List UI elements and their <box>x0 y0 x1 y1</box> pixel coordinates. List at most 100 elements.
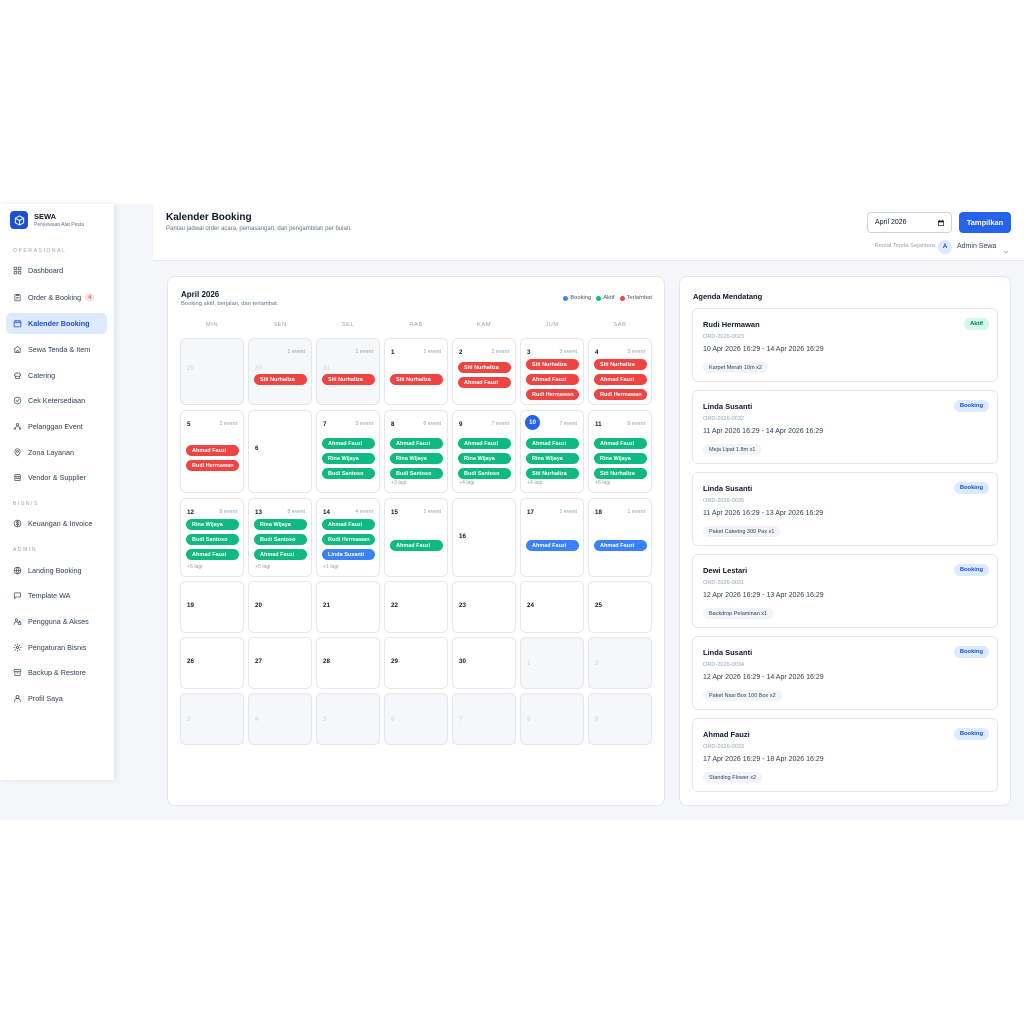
event-pill-aktif[interactable]: Siti Nurhaliza <box>526 468 579 479</box>
event-pill-aktif[interactable]: Ahmad Fauzi <box>526 438 579 449</box>
sidebar-item-pelanggan-event[interactable]: Pelanggan Event <box>6 416 107 437</box>
event-pill-terlambat[interactable]: Rudi Hermawan <box>526 389 579 400</box>
day-cell[interactable]: 10 7 event Ahmad Fauzi Rina Wijaya Siti Nurh… <box>520 410 584 493</box>
chevron-down-icon[interactable] <box>1002 243 1010 261</box>
more-events-link[interactable]: +4 lagi <box>527 480 543 486</box>
day-cell[interactable]: 29 <box>180 338 244 405</box>
more-events-link[interactable]: +6 lagi <box>595 480 611 486</box>
day-cell[interactable]: 8 <box>520 693 584 745</box>
day-cell[interactable]: 1 1 event Siti Nurhaliza <box>384 338 448 405</box>
event-pill-aktif[interactable]: Rina Wijaya <box>186 519 239 530</box>
event-pill-terlambat[interactable]: Siti Nurhaliza <box>390 374 443 385</box>
event-pill-aktif[interactable]: Ahmad Fauzi <box>322 519 375 530</box>
event-pill-aktif[interactable]: Ahmad Fauzi <box>458 438 511 449</box>
day-cell[interactable]: 9 7 event Ahmad Fauzi Rina Wijaya Budi Santo… <box>452 410 516 493</box>
sidebar-item-pengaturan-bisnis[interactable]: Pengaturan Bisnis <box>6 637 107 658</box>
day-cell[interactable]: 7 <box>452 693 516 745</box>
day-cell[interactable]: 30 1 event Siti Nurhaliza <box>248 338 312 405</box>
event-pill-terlambat[interactable]: Siti Nurhaliza <box>594 359 647 370</box>
event-pill-aktif[interactable]: Rina Wijaya <box>254 519 307 530</box>
more-events-link[interactable]: +4 lagi <box>459 480 475 486</box>
day-cell[interactable]: 6 <box>384 693 448 745</box>
event-pill-aktif[interactable]: Rina Wijaya <box>322 453 375 464</box>
event-pill-booking[interactable]: Linda Susanti <box>322 549 375 560</box>
day-cell[interactable]: 11 9 event Ahmad Fauzi Rina Wijaya Siti Nurh… <box>588 410 652 493</box>
sidebar-item-order-booking[interactable]: Order & Booking 4 <box>6 287 107 308</box>
day-cell[interactable]: 27 <box>248 637 312 689</box>
calendar-picker-icon[interactable] <box>937 219 945 229</box>
day-cell[interactable]: 26 <box>180 637 244 689</box>
day-cell[interactable]: 3 3 event Siti Nurhaliza Ahmad Fauzi Rudi He… <box>520 338 584 405</box>
event-pill-aktif[interactable]: Budi Santoso <box>390 468 443 479</box>
day-cell[interactable]: 3 <box>180 693 244 745</box>
event-pill-terlambat[interactable]: Ahmad Fauzi <box>526 374 579 385</box>
day-cell[interactable]: 23 <box>452 581 516 633</box>
sidebar-item-backup-restore[interactable]: Backup & Restore <box>6 662 107 683</box>
sidebar-item-pengguna-akses[interactable]: Pengguna & Akses <box>6 611 107 632</box>
day-cell[interactable]: 29 <box>384 637 448 689</box>
day-cell[interactable]: 6 <box>248 410 312 493</box>
user-name[interactable]: Admin Sewa <box>957 243 997 250</box>
day-cell[interactable]: 1 <box>520 637 584 689</box>
day-cell[interactable]: 8 6 event Ahmad Fauzi Rina Wijaya Budi Santo… <box>384 410 448 493</box>
more-events-link[interactable]: +5 lagi <box>187 564 203 570</box>
agenda-item[interactable]: Ahmad Fauzi ORD-2026-0033 17 Apr 2026 16:2… <box>692 718 998 792</box>
agenda-item[interactable]: Linda Susanti ORD-2026-0035 11 Apr 2026 16… <box>692 472 998 546</box>
agenda-item[interactable]: Dewi Lestari ORD-2026-0031 12 Apr 2026 16:… <box>692 554 998 628</box>
day-cell[interactable]: 4 3 event Siti Nurhaliza Ahmad Fauzi Rudi He… <box>588 338 652 405</box>
day-cell[interactable]: 17 1 event Ahmad Fauzi <box>520 498 584 577</box>
day-cell[interactable]: 14 4 event Ahmad Fauzi Rudi Hermawan Linda S… <box>316 498 380 577</box>
more-events-link[interactable]: +1 lagi <box>323 564 339 570</box>
sidebar-item-cek-ketersediaan[interactable]: Cek Ketersediaan <box>6 390 107 411</box>
day-cell[interactable]: 13 8 event Rina Wijaya Budi Santoso Ahmad Fa… <box>248 498 312 577</box>
day-cell[interactable]: 21 <box>316 581 380 633</box>
sidebar-item-template-wa[interactable]: Template WA <box>6 585 107 606</box>
event-pill-booking[interactable]: Ahmad Fauzi <box>594 540 647 551</box>
show-button[interactable]: Tampilkan <box>959 212 1011 233</box>
event-pill-aktif[interactable]: Budi Santoso <box>322 468 375 479</box>
sidebar-item-vendor-supplier[interactable]: Vendor & Supplier <box>6 467 107 488</box>
sidebar-item-sewa-tenda-item[interactable]: Sewa Tenda & Item <box>6 339 107 360</box>
event-pill-terlambat[interactable]: Rudi Hermawan <box>186 460 239 471</box>
day-cell[interactable]: 22 <box>384 581 448 633</box>
event-pill-aktif[interactable]: Ahmad Fauzi <box>390 540 443 551</box>
day-cell[interactable]: 31 1 event Siti Nurhaliza <box>316 338 380 405</box>
event-pill-terlambat[interactable]: Ahmad Fauzi <box>594 374 647 385</box>
day-cell[interactable]: 15 1 event Ahmad Fauzi <box>384 498 448 577</box>
more-events-link[interactable]: +5 lagi <box>255 564 271 570</box>
day-cell[interactable]: 9 <box>588 693 652 745</box>
event-pill-aktif[interactable]: Ahmad Fauzi <box>390 438 443 449</box>
day-cell[interactable]: 4 <box>248 693 312 745</box>
day-cell[interactable]: 20 <box>248 581 312 633</box>
event-pill-aktif[interactable]: Rina Wijaya <box>458 453 511 464</box>
agenda-item[interactable]: Linda Susanti ORD-2026-0034 12 Apr 2026 16… <box>692 636 998 710</box>
event-pill-terlambat[interactable]: Ahmad Fauzi <box>458 377 511 388</box>
event-pill-aktif[interactable]: Ahmad Fauzi <box>186 549 239 560</box>
event-pill-aktif[interactable]: Ahmad Fauzi <box>322 438 375 449</box>
sidebar-item-zona-layanan[interactable]: Zona Layanan <box>6 442 107 463</box>
event-pill-aktif[interactable]: Budi Santoso <box>254 534 307 545</box>
event-pill-terlambat[interactable]: Siti Nurhaliza <box>254 374 307 385</box>
sidebar-item-dashboard[interactable]: Dashboard <box>6 260 107 281</box>
event-pill-terlambat[interactable]: Siti Nurhaliza <box>458 362 511 373</box>
event-pill-aktif[interactable]: Rina Wijaya <box>594 453 647 464</box>
sidebar-item-keuangan-invoice[interactable]: Keuangan & Invoice <box>6 513 107 534</box>
avatar[interactable]: A <box>938 240 952 254</box>
day-cell[interactable]: 24 <box>520 581 584 633</box>
event-pill-aktif[interactable]: Budi Santoso <box>458 468 511 479</box>
event-pill-aktif[interactable]: Ahmad Fauzi <box>254 549 307 560</box>
event-pill-aktif[interactable]: Ahmad Fauzi <box>594 438 647 449</box>
day-cell[interactable]: 5 <box>316 693 380 745</box>
day-cell[interactable]: 12 8 event Rina Wijaya Budi Santoso Ahmad Fa… <box>180 498 244 577</box>
event-pill-aktif[interactable]: Rina Wijaya <box>526 453 579 464</box>
day-cell[interactable]: 2 <box>588 637 652 689</box>
event-pill-aktif[interactable]: Rudi Hermawan <box>322 534 375 545</box>
event-pill-terlambat[interactable]: Rudi Hermawan <box>594 389 647 400</box>
day-cell[interactable]: 16 <box>452 498 516 577</box>
agenda-item[interactable]: Rudi Hermawan ORD-2026-0023 10 Apr 2026 16… <box>692 308 998 382</box>
event-pill-aktif[interactable]: Budi Santoso <box>186 534 239 545</box>
day-cell[interactable]: 18 1 event Ahmad Fauzi <box>588 498 652 577</box>
day-cell[interactable]: 19 <box>180 581 244 633</box>
day-cell[interactable]: 28 <box>316 637 380 689</box>
event-pill-terlambat[interactable]: Siti Nurhaliza <box>526 359 579 370</box>
